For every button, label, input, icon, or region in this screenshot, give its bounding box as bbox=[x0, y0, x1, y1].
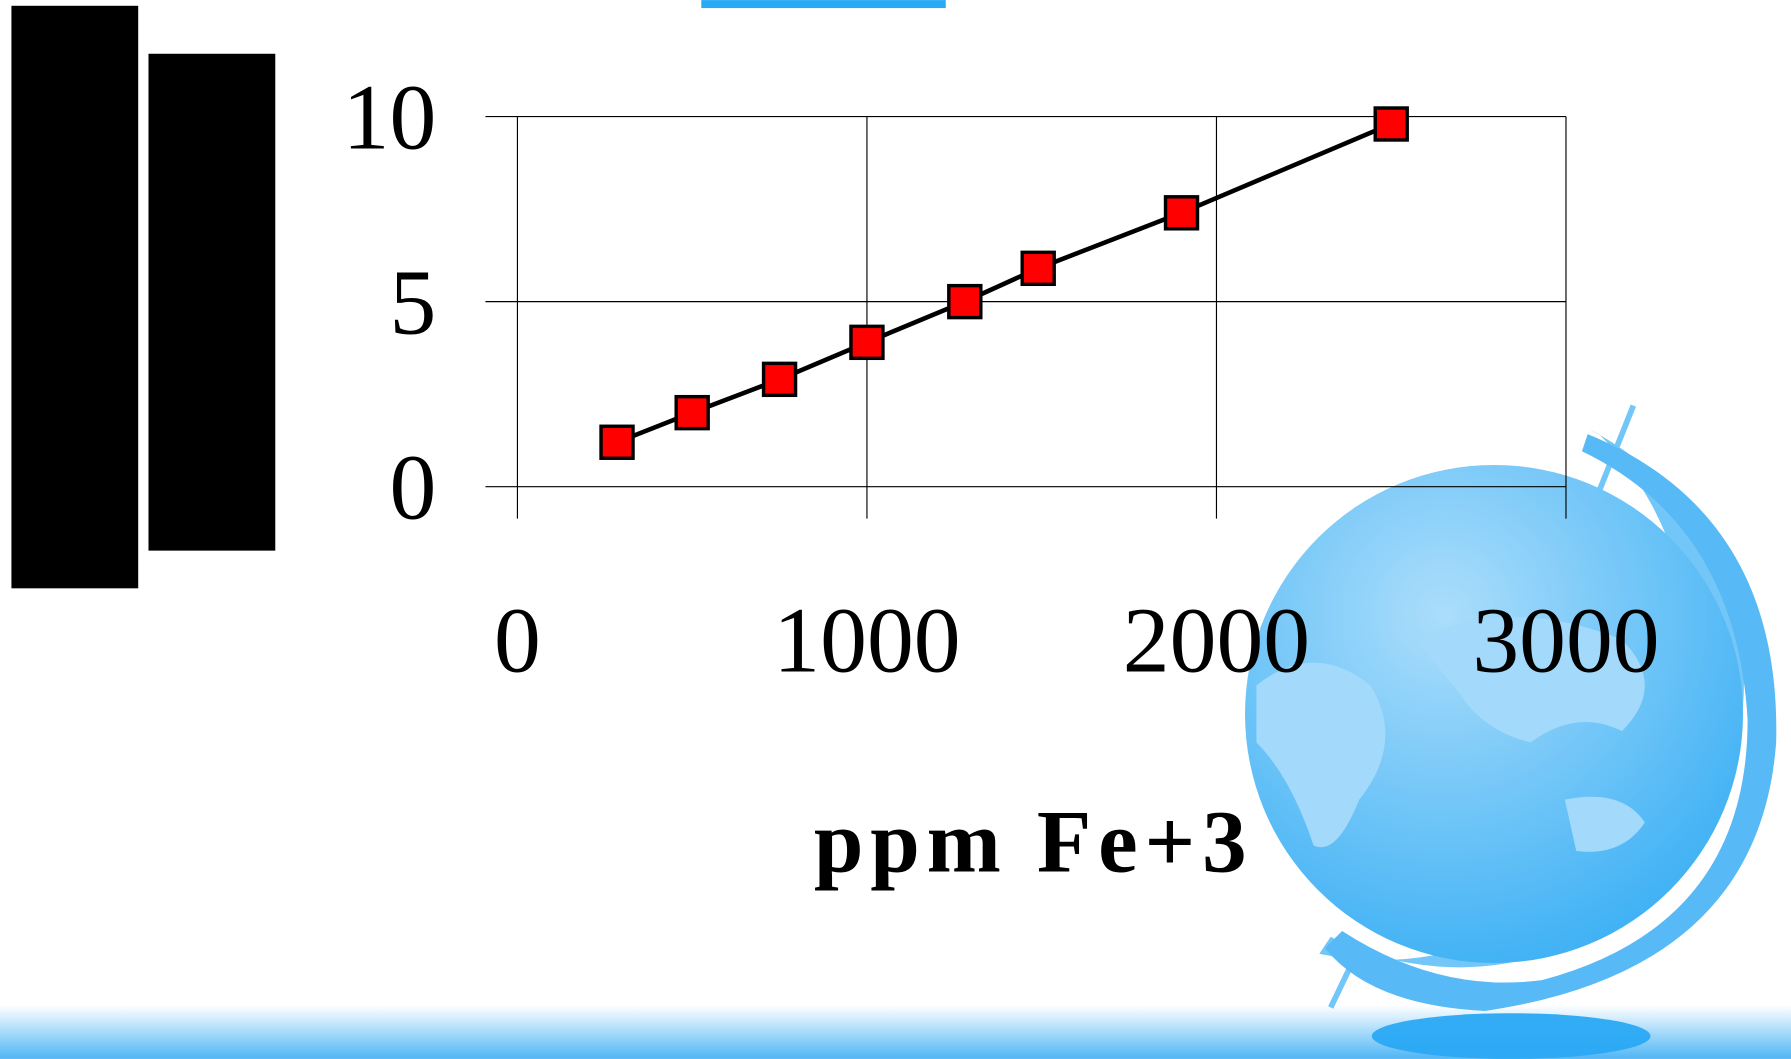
data-point bbox=[764, 363, 796, 395]
x-tick-label: 1000 bbox=[773, 590, 960, 693]
data-point bbox=[1166, 197, 1198, 229]
data-point bbox=[1022, 252, 1054, 284]
globe-decoration bbox=[1245, 406, 1776, 1059]
black-block bbox=[148, 54, 275, 551]
data-point bbox=[949, 286, 981, 318]
x-tick-label: 0 bbox=[494, 590, 541, 693]
x-tick-label: 3000 bbox=[1472, 590, 1659, 693]
slide: 0 5 10 0 1000 2000 3000 ppm Fe+3 bbox=[0, 0, 1791, 1059]
x-axis-label: ppm Fe+3 bbox=[814, 794, 1254, 892]
data-line bbox=[617, 124, 1391, 442]
data-point bbox=[676, 397, 708, 429]
data-point bbox=[851, 326, 883, 358]
data-point bbox=[1375, 108, 1407, 140]
data-point bbox=[601, 426, 633, 458]
black-block bbox=[11, 6, 138, 589]
top-accent bbox=[701, 0, 945, 8]
y-tick-label: 10 bbox=[343, 67, 437, 170]
y-tick-label: 5 bbox=[389, 252, 436, 355]
x-tick-label: 2000 bbox=[1123, 590, 1310, 693]
y-tick-label: 0 bbox=[389, 437, 436, 540]
